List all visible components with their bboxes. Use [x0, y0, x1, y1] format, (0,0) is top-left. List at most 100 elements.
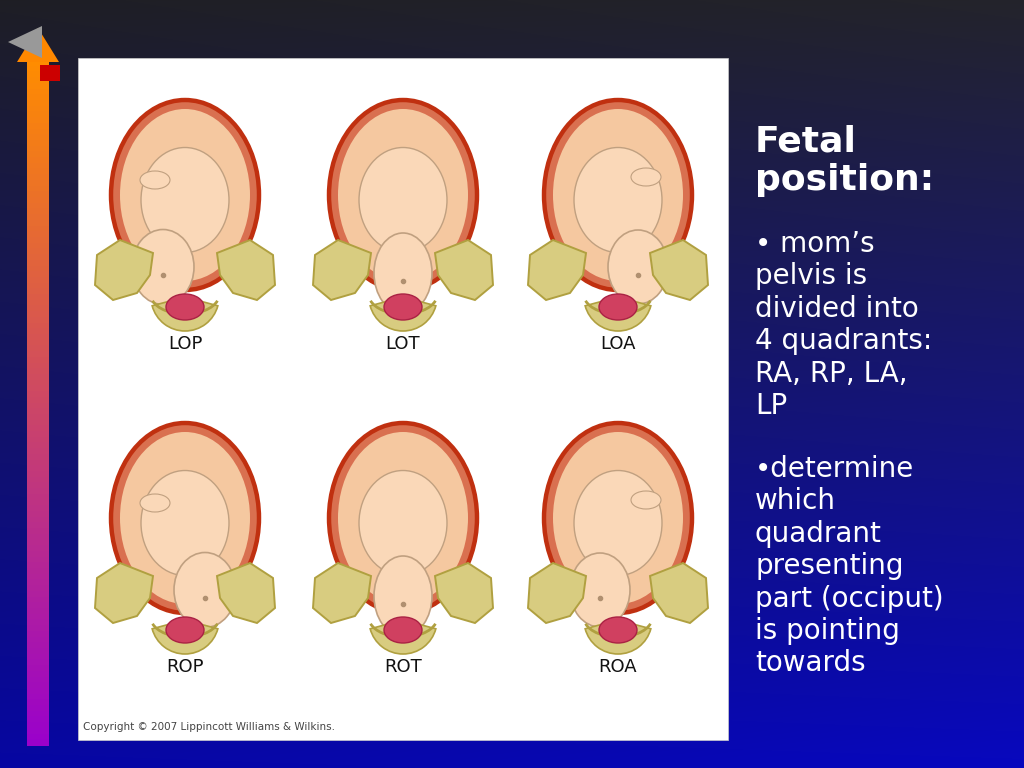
Bar	[27, 710, 49, 717]
Ellipse shape	[384, 617, 422, 643]
Ellipse shape	[544, 423, 692, 613]
Bar	[27, 174, 49, 180]
Bar	[27, 311, 49, 317]
Bar	[27, 677, 49, 683]
Bar	[27, 260, 49, 266]
Bar	[27, 431, 49, 437]
Bar	[27, 386, 49, 392]
Bar	[27, 357, 49, 363]
Bar	[27, 591, 49, 597]
Wedge shape	[153, 620, 218, 654]
Text: •determine
which
quadrant
presenting
part (occiput)
is pointing
towards: •determine which quadrant presenting par…	[755, 455, 944, 677]
Text: ROP: ROP	[166, 658, 204, 676]
Bar	[27, 528, 49, 535]
Bar	[27, 688, 49, 694]
Bar	[27, 511, 49, 517]
Ellipse shape	[132, 230, 194, 304]
Bar	[27, 614, 49, 620]
Wedge shape	[585, 297, 651, 331]
Ellipse shape	[599, 617, 637, 643]
Bar	[27, 163, 49, 169]
Bar	[27, 248, 49, 254]
Bar	[27, 379, 49, 386]
Polygon shape	[95, 240, 153, 300]
Ellipse shape	[329, 423, 477, 613]
Text: ROT: ROT	[384, 658, 422, 676]
Bar	[27, 391, 49, 397]
Bar	[27, 477, 49, 483]
Bar	[27, 283, 49, 289]
Bar	[27, 437, 49, 443]
Bar	[27, 106, 49, 112]
Bar	[27, 419, 49, 425]
Bar	[27, 134, 49, 141]
Bar	[27, 191, 49, 197]
Bar	[27, 442, 49, 449]
Bar	[27, 728, 49, 734]
Polygon shape	[435, 563, 493, 623]
Bar	[27, 722, 49, 728]
Bar	[27, 522, 49, 528]
Text: Copyright © 2007 Lippincott Williams & Wilkins.: Copyright © 2007 Lippincott Williams & W…	[83, 722, 335, 732]
Bar	[27, 214, 49, 220]
Bar	[27, 539, 49, 546]
Bar	[27, 585, 49, 591]
Bar	[27, 288, 49, 295]
Bar	[27, 608, 49, 614]
Bar	[27, 660, 49, 666]
Polygon shape	[217, 240, 275, 300]
Bar	[27, 146, 49, 152]
Polygon shape	[435, 240, 493, 300]
Text: Fetal
position:: Fetal position:	[755, 125, 934, 197]
Bar	[27, 351, 49, 357]
Bar	[27, 648, 49, 654]
Wedge shape	[370, 297, 436, 331]
Bar	[27, 300, 49, 306]
Text: • mom’s
pelvis is
divided into
4 quadrants:
RA, RP, LA,
LP: • mom’s pelvis is divided into 4 quadran…	[755, 230, 932, 420]
Ellipse shape	[599, 294, 637, 320]
Bar	[27, 220, 49, 226]
Ellipse shape	[359, 471, 447, 575]
Polygon shape	[17, 28, 59, 62]
Bar	[27, 294, 49, 300]
Ellipse shape	[374, 556, 432, 636]
Bar	[27, 700, 49, 706]
Bar	[27, 368, 49, 375]
Bar	[40, 65, 60, 81]
Bar	[27, 551, 49, 557]
Bar	[27, 465, 49, 472]
Bar	[27, 545, 49, 551]
Bar	[27, 94, 49, 101]
Bar	[27, 454, 49, 460]
Ellipse shape	[141, 147, 229, 253]
Bar	[78, 58, 728, 740]
Polygon shape	[313, 563, 371, 623]
Bar	[27, 488, 49, 495]
Bar	[27, 151, 49, 157]
Bar	[27, 180, 49, 186]
Bar	[27, 625, 49, 631]
Bar	[27, 237, 49, 243]
Bar	[27, 574, 49, 580]
Bar	[27, 243, 49, 249]
Ellipse shape	[111, 100, 259, 290]
Ellipse shape	[374, 233, 432, 313]
Bar	[27, 231, 49, 237]
Bar	[27, 642, 49, 648]
Ellipse shape	[174, 552, 236, 627]
Ellipse shape	[166, 617, 204, 643]
Bar	[27, 740, 49, 746]
Bar	[27, 637, 49, 643]
Ellipse shape	[384, 294, 422, 320]
Bar	[27, 111, 49, 118]
Text: LOP: LOP	[168, 335, 202, 353]
Bar	[27, 620, 49, 626]
Bar	[27, 60, 49, 66]
Bar	[27, 602, 49, 608]
Bar	[27, 254, 49, 260]
Bar	[27, 694, 49, 700]
Bar	[27, 323, 49, 329]
Bar	[27, 362, 49, 369]
Bar	[27, 100, 49, 106]
Bar	[27, 83, 49, 89]
